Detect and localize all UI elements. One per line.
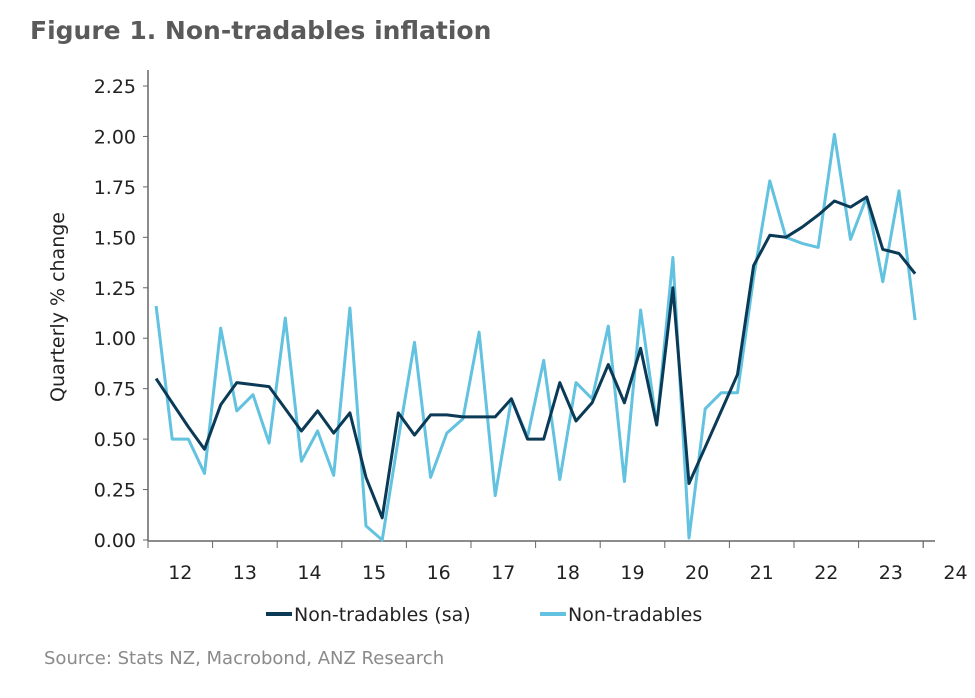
x-tick-label: 17 bbox=[491, 562, 515, 584]
source-note: Source: Stats NZ, Macrobond, ANZ Researc… bbox=[44, 648, 445, 669]
y-tick-label: 0.50 bbox=[94, 429, 136, 451]
y-tick-label: 1.25 bbox=[94, 278, 136, 300]
x-tick-label: 19 bbox=[620, 562, 644, 584]
x-tick-label: 24 bbox=[943, 562, 967, 584]
y-tick-label: 0.75 bbox=[94, 379, 136, 401]
x-tick-label: 23 bbox=[879, 562, 903, 584]
x-tick-label: 18 bbox=[556, 562, 580, 584]
x-tick-label: 15 bbox=[362, 562, 386, 584]
line-chart: 0.00 0.25 0.50 0.75 1.00 1.25 1.50 1.75 2.00 2.25… bbox=[47, 70, 968, 626]
x-tick-label: 20 bbox=[685, 562, 709, 584]
y-tick-label: 1.75 bbox=[94, 177, 136, 199]
x-tick-label: 12 bbox=[168, 562, 192, 584]
x-tick-label: 21 bbox=[750, 562, 774, 584]
y-tick-label: 1.00 bbox=[94, 328, 136, 350]
series-line-non-tradables bbox=[154, 132, 917, 542]
legend-label: Non-tradables bbox=[568, 604, 702, 626]
x-tick-label: 13 bbox=[233, 562, 257, 584]
series-line-non-tradables-sa bbox=[154, 195, 917, 520]
y-tick-label: 0.00 bbox=[94, 530, 136, 552]
x-tick-label: 16 bbox=[427, 562, 451, 584]
y-tick-label: 2.00 bbox=[94, 126, 136, 148]
y-tick-label: 1.50 bbox=[94, 227, 136, 249]
y-tick-label: 2.25 bbox=[94, 76, 136, 98]
y-tick-label: 0.25 bbox=[94, 480, 136, 502]
x-tick-label: 22 bbox=[814, 562, 838, 584]
chart-title: Figure 1. Non-tradables inflation bbox=[30, 16, 492, 45]
x-tick-label: 14 bbox=[297, 562, 321, 584]
legend-label: Non-tradables (sa) bbox=[294, 604, 471, 626]
y-axis-label: Quarterly % change bbox=[47, 212, 69, 402]
